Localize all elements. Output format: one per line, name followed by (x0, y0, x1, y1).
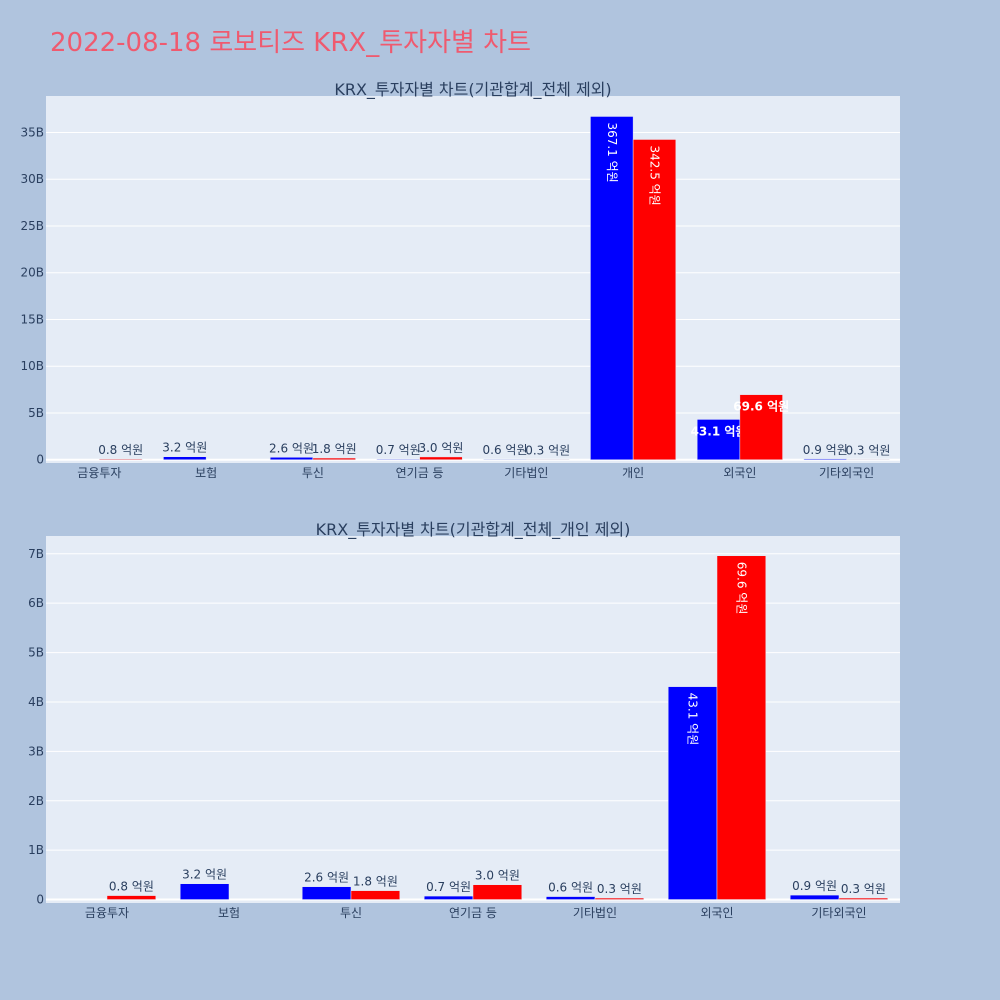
bar (99, 458, 143, 460)
bar (423, 895, 474, 900)
x-tick-label: 보험 (195, 466, 217, 480)
data-label: 0.3 억원 (597, 882, 642, 896)
data-label: 0.3 억원 (841, 882, 886, 896)
data-label: 0.7 억원 (426, 880, 471, 894)
bar (179, 883, 230, 900)
y-tick-label: 6B (28, 596, 44, 610)
data-label: 0.6 억원 (483, 443, 528, 457)
chart-top: 0 5B 10B 15B 20B 25B 30B 35B KRX_투자자별 차트(기관합계_전체… (20, 80, 900, 480)
bar (838, 897, 889, 900)
bar (269, 457, 314, 460)
y-tick-label: 20B (20, 266, 44, 280)
bar (301, 886, 352, 900)
data-label: 367.1 억원 (605, 122, 619, 182)
bar (739, 394, 783, 460)
x-tick-label: 금융투자 (77, 466, 121, 480)
y-tick-label: 1B (28, 843, 44, 857)
x-tick-label: 보험 (218, 906, 240, 920)
data-label: 2.6 억원 (304, 871, 349, 885)
bar (163, 456, 207, 460)
x-tick-label: 연기금 등 (449, 906, 497, 920)
y-tick-label: 5B (28, 646, 44, 660)
y-tick-label: 10B (20, 359, 44, 373)
x-tick-label: 외국인 (723, 466, 756, 480)
x-tick-label: 투신 (340, 906, 362, 920)
plot-area (46, 536, 900, 903)
x-tick-label: 기타외국인 (811, 906, 866, 920)
data-label: 69.6 억원 (733, 400, 789, 414)
chart-title: KRX_투자자별 차트(기관합계_전체_개인 제외) (316, 520, 631, 540)
bar (716, 555, 767, 900)
x-tick-label: 기타외국인 (819, 466, 874, 480)
bar (667, 686, 718, 900)
page-title: 2022-08-18 로보티즈 KRX_투자자별 차트 (50, 28, 532, 58)
data-label: 0.6 억원 (548, 881, 593, 895)
x-tick-label: 연기금 등 (396, 466, 444, 480)
x-tick-label: 기타법인 (573, 906, 617, 920)
x-tick-label: 금융투자 (85, 906, 129, 920)
data-label: 3.2 억원 (182, 868, 227, 882)
data-label: 2.6 억원 (269, 441, 314, 455)
data-label: 0.8 억원 (98, 443, 143, 457)
x-tick-label: 개인 (622, 466, 644, 480)
y-tick-label: 4B (28, 695, 44, 709)
data-label: 1.8 억원 (353, 875, 398, 889)
bar (350, 890, 401, 900)
bar (632, 139, 677, 460)
y-tick-label: 2B (28, 794, 44, 808)
y-tick-label: 0 (36, 893, 44, 907)
y-tick-label: 25B (20, 219, 44, 233)
x-tick-label: 외국인 (700, 906, 733, 920)
y-tick-label: 15B (20, 312, 44, 326)
data-label: 0.9 억원 (803, 443, 848, 457)
y-tick-label: 35B (20, 125, 44, 139)
bar (472, 884, 523, 900)
data-label: 69.6 억원 (734, 562, 748, 615)
bar (419, 456, 463, 460)
data-label: 0.3 억원 (845, 443, 890, 457)
bar (106, 895, 157, 900)
data-label: 0.3 억원 (525, 443, 570, 457)
data-label: 43.1 억원 (691, 424, 747, 438)
data-label: 3.2 억원 (162, 441, 207, 455)
y-tick-label: 7B (28, 547, 44, 561)
bar (545, 896, 596, 900)
data-label: 0.9 억원 (792, 879, 837, 893)
data-label: 342.5 억원 (647, 145, 661, 205)
bar (803, 458, 847, 460)
bar (789, 894, 840, 900)
data-label: 3.0 억원 (418, 441, 463, 455)
data-label: 3.0 억원 (475, 869, 520, 883)
bar (594, 897, 645, 900)
bar (312, 457, 356, 460)
data-label: 0.7 억원 (376, 443, 421, 457)
bar (483, 458, 527, 460)
chart-bottom: 0 1B 2B 3B 4B 5B 6B 7B KRX_투자자별 차트(기관합계_전체_개인 제외… (28, 520, 900, 920)
data-label: 1.8 억원 (312, 442, 357, 456)
data-label: 43.1 억원 (686, 693, 700, 746)
x-tick-label: 투신 (302, 466, 324, 480)
chart-title: KRX_투자자별 차트(기관합계_전체 제외) (334, 80, 611, 100)
y-tick-label: 0 (36, 453, 44, 467)
y-tick-label: 30B (20, 172, 44, 186)
x-tick-label: 기타법인 (504, 466, 548, 480)
y-tick-label: 5B (28, 406, 44, 420)
bar (376, 458, 420, 460)
y-tick-label: 3B (28, 744, 44, 758)
data-label: 0.8 억원 (109, 880, 154, 894)
